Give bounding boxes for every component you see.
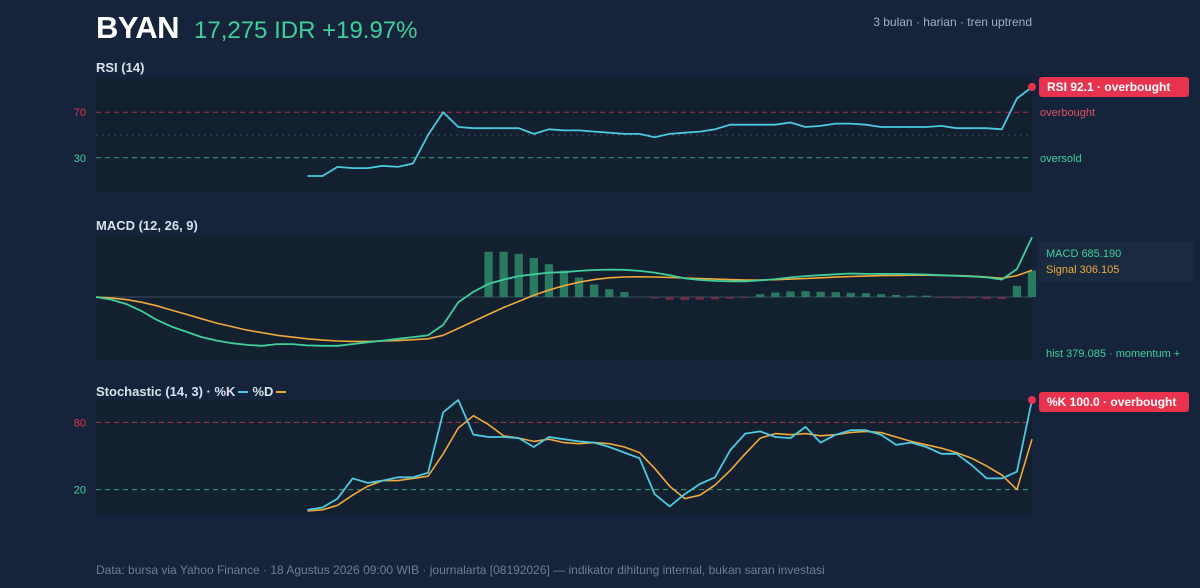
macd-hist-bar: [544, 264, 554, 297]
macd-hist-bar: [620, 292, 629, 297]
macd-hist-bar: [801, 291, 810, 297]
stoch-panel-bg: [96, 400, 1032, 514]
macd-hist-bar: [982, 297, 991, 300]
rsi-line: [307, 86, 1033, 177]
stoch-title-text: Stochastic (14, 3) · %K: [96, 384, 236, 399]
stoch-badge: %K 100.0 · overbought: [1039, 392, 1189, 412]
macd-hist-bar: [1027, 270, 1037, 297]
macd-hist-bar: [725, 297, 735, 299]
macd-hist-bar: [574, 277, 584, 297]
header: BYAN 17,275 IDR +19.97% 3 bulan · harian…: [96, 8, 1036, 48]
macd-value: MACD 685.190: [1046, 248, 1122, 260]
macd-hist-bar: [967, 297, 976, 299]
macd-hist-bar: [907, 295, 916, 297]
stoch-title: Stochastic (14, 3) · %K %D: [96, 384, 287, 399]
macd-hist-bar: [605, 289, 614, 297]
macd-title: MACD (12, 26, 9): [96, 218, 198, 233]
rsi-tick-30: 30: [74, 153, 86, 165]
macd-hist-bar: [876, 294, 886, 297]
macd-line: [95, 236, 1033, 347]
d-legend-swatch: [276, 390, 287, 393]
stoch-d-line: [307, 414, 1033, 512]
chart-meta: 3 bulan · harian · tren uptrend: [873, 15, 1032, 29]
macd-hist-bar: [756, 294, 765, 297]
macd-hist-bar: [997, 297, 1006, 300]
stoch-tick-20: 20: [74, 485, 86, 497]
price-change: 17,275 IDR +19.97%: [194, 17, 418, 44]
stoch-k-line: [307, 399, 1033, 511]
macd-hist-label: hist 379.085 · momentum +: [1046, 348, 1181, 360]
macd-hist-bar: [695, 297, 704, 300]
macd-hist-bar: [590, 284, 599, 297]
signal-value: Signal 306.105: [1046, 264, 1120, 276]
macd-hist-bar: [786, 291, 795, 297]
rsi-oversold-label: oversold: [1040, 153, 1082, 165]
rsi-tick-70: 70: [74, 107, 86, 119]
macd-hist-bar: [831, 292, 840, 297]
macd-hist-bar: [937, 297, 946, 298]
macd-hist-bar: [710, 297, 720, 300]
macd-hist-bar: [771, 292, 780, 297]
rsi-badge: RSI 92.1 · overbought: [1039, 77, 1189, 97]
macd-hist-bar: [484, 251, 493, 297]
ticker-symbol: BYAN: [96, 10, 180, 45]
macd-hist-bar: [816, 291, 825, 297]
macd-hist-bar: [529, 258, 538, 297]
footer-source: Data: bursa via Yahoo Finance · 18 Agust…: [96, 563, 825, 577]
macd-panel-bg: [96, 236, 1032, 360]
macd-hist-bar: [892, 294, 901, 297]
macd-hist-bar: [952, 297, 961, 299]
macd-hist-bar: [665, 297, 674, 300]
rsi-overbought-label: overbought: [1040, 107, 1096, 119]
macd-hist-bar: [846, 292, 855, 297]
macd-hist-bar: [499, 251, 508, 297]
stoch-tick-80: 80: [74, 417, 86, 429]
rsi-title: RSI (14): [96, 60, 145, 75]
macd-value-box: MACD 685.190 Signal 306.105: [1038, 242, 1194, 282]
macd-hist-bar: [559, 270, 569, 297]
macd-hist-bar: [650, 297, 659, 299]
k-legend-swatch: [238, 390, 249, 393]
signal-line: [95, 269, 1033, 343]
rsi-last-point: [1028, 83, 1036, 92]
stoch-d-label: %D: [252, 384, 274, 399]
macd-hist-bar: [741, 297, 750, 298]
macd-hist-bar: [861, 293, 871, 297]
macd-hist-bar: [680, 297, 689, 301]
macd-hist-bar: [1012, 285, 1022, 297]
macd-hist-bar: [922, 295, 931, 297]
stoch-last-point: [1028, 396, 1036, 404]
